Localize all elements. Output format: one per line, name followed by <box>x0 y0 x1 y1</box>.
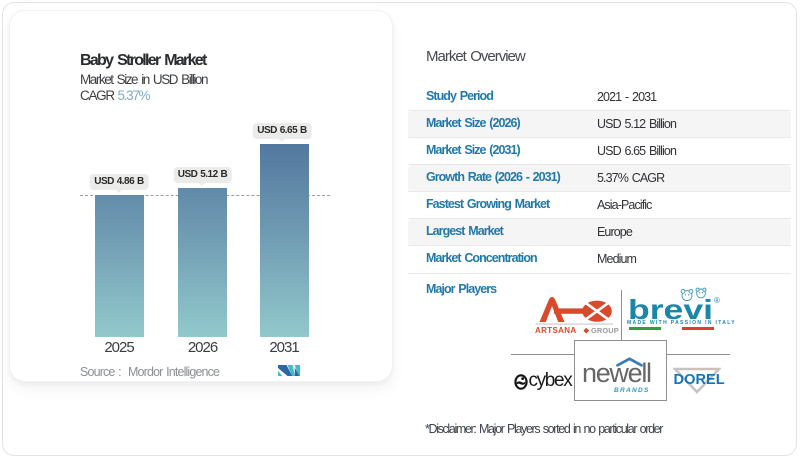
svg-text:ARTSANA: ARTSANA <box>535 326 577 334</box>
svg-text:GROUP: GROUP <box>591 326 619 334</box>
svg-text:◆: ◆ <box>583 328 590 334</box>
